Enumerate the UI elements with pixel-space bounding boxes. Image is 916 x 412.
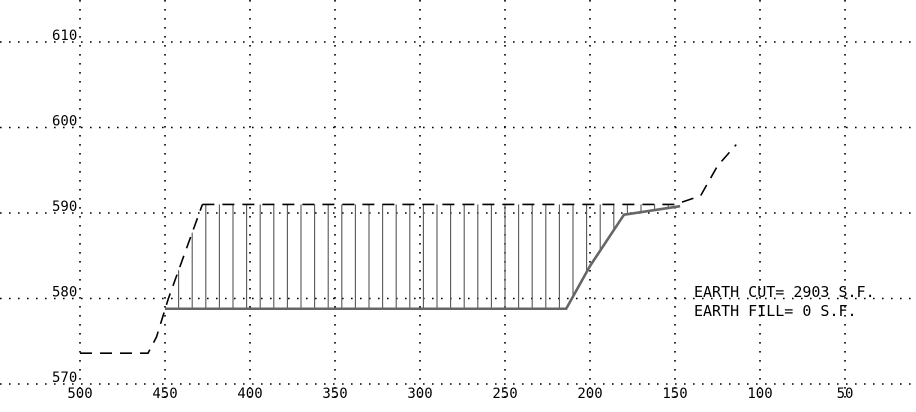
y-tick-label: 570: [52, 370, 77, 386]
earth-cut-annotation: EARTH CUT= 2903 S.F.: [694, 283, 875, 301]
cut-hatch-layer: [178, 204, 669, 309]
proposed-grade-line-2: [165, 204, 681, 311]
tick-label-layer: 570 580 590 600 610 500 450 400 350 300 250 200 150 1…: [52, 28, 853, 402]
grid-layer: [0, 0, 916, 400]
existing-ground-line-0: [80, 204, 204, 355]
x-tick-label: 150: [662, 386, 687, 402]
x-tick-label: 100: [747, 386, 772, 402]
y-tick-label: 600: [52, 114, 77, 130]
existing-ground-line-1: [202, 144, 737, 206]
x-tick-label: 450: [152, 386, 177, 402]
y-tick-label: 610: [52, 28, 77, 44]
series-layer: [80, 144, 737, 355]
x-tick-label: 50: [837, 386, 854, 402]
earth-fill-annotation: EARTH FILL= 0 S.F.: [694, 302, 857, 320]
x-tick-label: 400: [237, 386, 262, 402]
x-tick-label: 500: [67, 386, 92, 402]
x-tick-label: 250: [492, 386, 517, 402]
x-tick-label: 350: [322, 386, 347, 402]
y-tick-label: 590: [52, 199, 77, 215]
x-tick-label: 200: [577, 386, 602, 402]
y-tick-label: 580: [52, 285, 77, 301]
x-tick-label: 300: [407, 386, 432, 402]
